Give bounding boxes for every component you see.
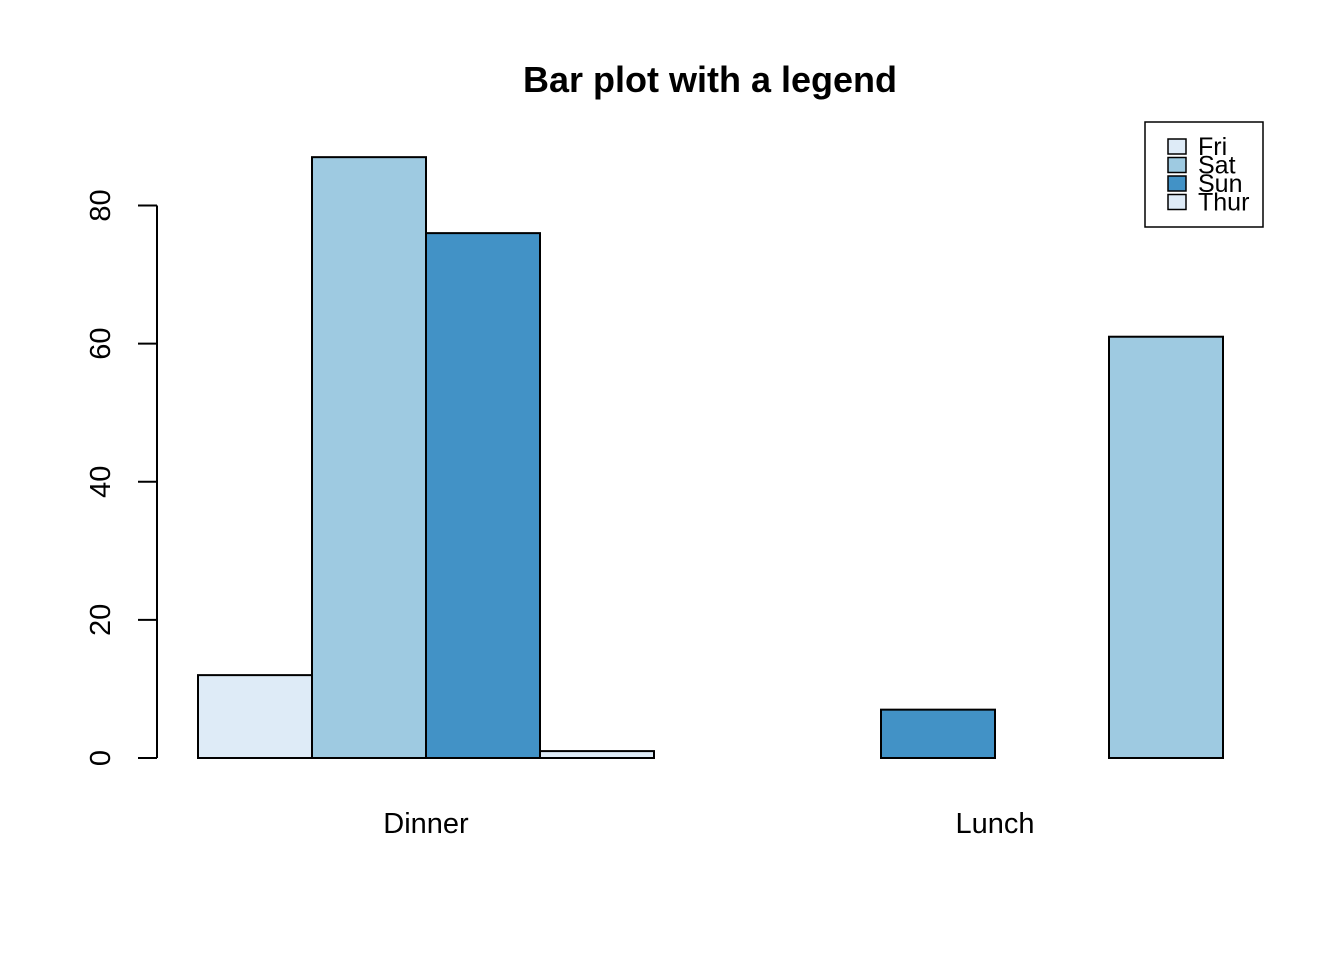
x-axis-labels: Dinner Lunch [383,808,1034,840]
x-tick-label-dinner: Dinner [383,808,469,840]
legend-swatch-sun [1167,175,1187,192]
legend-swatch-sat [1167,156,1187,174]
legend-label-sat: Sat [1198,152,1236,180]
bar-dinner-sun [425,232,541,759]
y-tick-label: 40 [85,466,117,498]
y-axis: 0 20 40 60 80 [85,189,158,766]
legend-swatch-fri [1167,138,1187,155]
chart-title: Bar plot with a legend [523,59,897,100]
bar-lunch-sat [880,708,996,759]
legend-swatch-thur [1167,193,1187,211]
y-tick-label: 20 [85,604,117,636]
y-tick-label: 0 [85,750,117,766]
bars [197,156,1224,759]
legend-box [1144,121,1264,228]
bar-dinner-thur [539,750,655,759]
legend-label-thur: Thur [1198,189,1249,217]
y-tick-label: 60 [85,327,117,359]
x-tick-label-lunch: Lunch [955,808,1034,840]
bar-dinner-sat [311,156,427,759]
bar-dinner-fri [197,674,313,759]
legend-label-fri: Fri [1198,133,1227,161]
legend-label-sun: Sun [1198,170,1242,198]
bar-lunch-thur [1108,335,1224,759]
y-tick-label: 80 [85,189,117,221]
